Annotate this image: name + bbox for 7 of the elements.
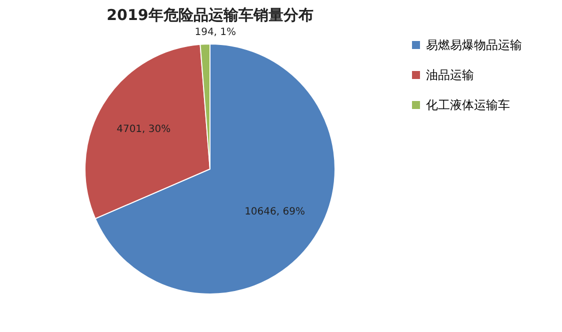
data-label: 4701, 30% xyxy=(116,124,171,136)
legend-label: 化工液体运输车 xyxy=(426,98,510,112)
legend-label: 油品运输 xyxy=(426,68,474,82)
data-label: 10646, 69% xyxy=(244,206,305,218)
data-label: 194, 1% xyxy=(194,27,236,38)
chart-title: 2019年危险品运输车销量分布 xyxy=(106,6,314,24)
legend-label: 易燃易爆物品运输 xyxy=(426,38,522,52)
